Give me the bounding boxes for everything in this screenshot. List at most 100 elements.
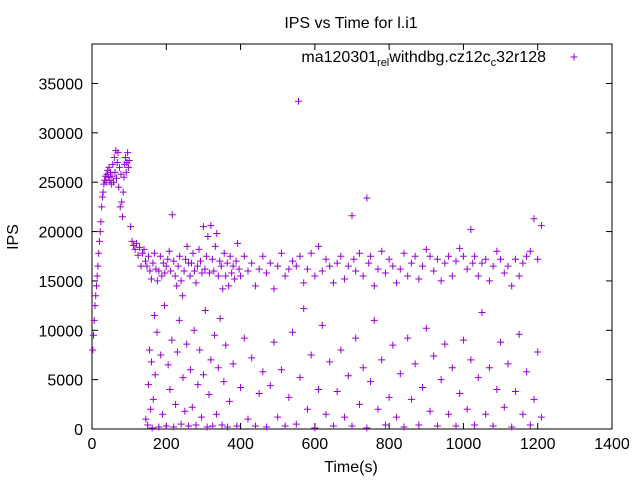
- data-point: [437, 376, 445, 384]
- data-point: [537, 413, 545, 421]
- data-point: [118, 213, 126, 221]
- data-point: [493, 247, 501, 255]
- data-point: [226, 252, 234, 260]
- data-point: [225, 282, 233, 290]
- data-point: [274, 262, 282, 270]
- data-point: [170, 423, 178, 431]
- data-point: [171, 272, 179, 280]
- data-point: [511, 255, 519, 263]
- y-tick-label: 30000: [39, 126, 84, 143]
- data-point: [456, 244, 464, 252]
- data-point: [411, 360, 419, 368]
- data-point: [355, 249, 363, 257]
- data-point: [407, 259, 415, 267]
- data-point: [140, 245, 148, 253]
- data-point: [110, 154, 118, 162]
- data-point: [441, 259, 449, 267]
- data-point: [196, 257, 204, 265]
- data-point: [229, 360, 237, 368]
- data-point: [213, 230, 221, 238]
- data-point: [89, 331, 97, 339]
- data-point: [90, 316, 98, 324]
- data-point: [374, 405, 382, 413]
- data-point: [433, 422, 441, 430]
- data-point: [300, 279, 308, 287]
- data-point: [161, 269, 169, 277]
- data-point: [109, 160, 117, 168]
- data-point: [463, 405, 471, 413]
- data-point: [204, 233, 212, 240]
- data-point: [422, 324, 430, 332]
- data-point: [359, 364, 367, 372]
- y-axis-ticks: 0 5000 10000 15000 20000 25000 30000 35000: [39, 76, 612, 439]
- data-point: [116, 203, 124, 211]
- data-point: [537, 222, 545, 230]
- data-point: [508, 423, 516, 431]
- data-point: [482, 410, 490, 418]
- data-point: [113, 174, 121, 182]
- data-point: [153, 277, 161, 285]
- data-point: [133, 239, 141, 247]
- data-point: [229, 262, 237, 270]
- data-point: [148, 424, 156, 432]
- data-point: [218, 421, 226, 429]
- data-point: [149, 259, 157, 267]
- data-point: [277, 249, 285, 257]
- data-point: [191, 267, 199, 275]
- data-point: [155, 423, 163, 431]
- data-point: [147, 405, 155, 413]
- data-point: [508, 282, 516, 290]
- y-tick-label: 5000: [47, 373, 83, 390]
- data-point: [326, 358, 334, 366]
- data-point: [452, 422, 460, 430]
- data-point: [115, 183, 123, 191]
- chart-title: IPS vs Time for l.i1: [284, 15, 417, 32]
- data-point: [448, 272, 456, 280]
- data-point: [471, 252, 479, 260]
- data-point: [378, 247, 386, 255]
- data-point: [110, 178, 118, 186]
- data-point: [91, 302, 99, 310]
- data-point: [407, 395, 415, 403]
- data-point: [415, 421, 423, 429]
- data-point: [223, 259, 231, 267]
- data-point: [121, 154, 129, 162]
- data-point: [240, 252, 248, 260]
- data-point: [164, 361, 172, 369]
- data-point: [144, 381, 152, 389]
- data-point: [389, 341, 397, 349]
- data-point: [315, 386, 323, 394]
- data-point: [185, 422, 193, 430]
- data-point: [300, 305, 308, 313]
- data-point: [124, 163, 132, 171]
- y-tick-label: 0: [74, 422, 83, 439]
- data-point: [198, 269, 206, 277]
- data-point: [176, 252, 184, 260]
- data-point: [237, 384, 245, 392]
- data-point: [404, 272, 412, 280]
- data-point: [307, 351, 315, 359]
- data-point: [95, 249, 103, 257]
- legend-text-part: ma120301: [301, 49, 377, 66]
- x-tick-label: 0: [88, 436, 97, 453]
- data-point: [385, 255, 393, 263]
- data-point: [274, 413, 282, 421]
- data-point: [259, 368, 267, 376]
- data-point: [295, 97, 303, 105]
- data-point: [523, 252, 531, 260]
- data-point: [207, 222, 215, 230]
- data-point: [350, 255, 358, 263]
- legend-text-part: w: [388, 49, 401, 66]
- data-point: [172, 400, 180, 408]
- data-point: [111, 168, 119, 176]
- data-point: [263, 269, 271, 277]
- data-point: [222, 272, 230, 280]
- data-point: [500, 403, 508, 411]
- data-point: [511, 387, 519, 395]
- data-point: [422, 245, 430, 253]
- data-point: [189, 249, 197, 257]
- data-point: [146, 346, 154, 354]
- data-point: [225, 397, 233, 405]
- data-point: [337, 252, 345, 260]
